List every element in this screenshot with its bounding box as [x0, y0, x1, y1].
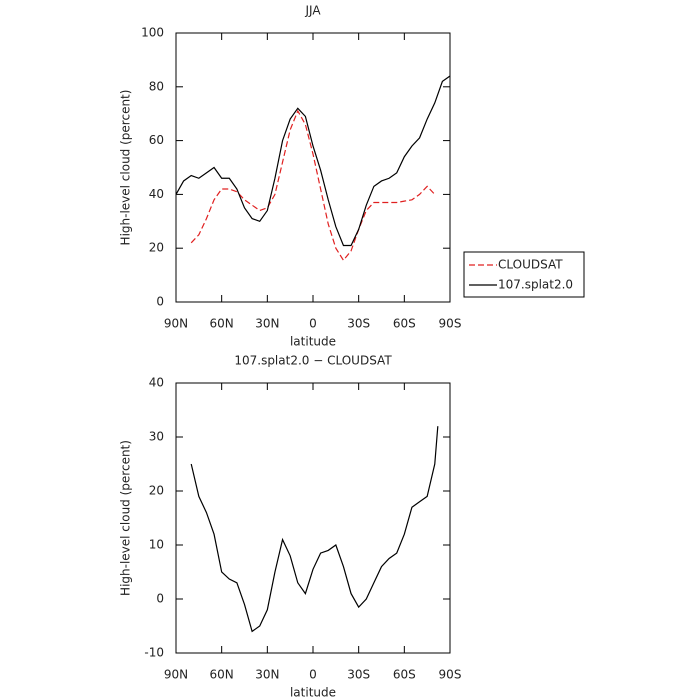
x-tick-label: 90S: [439, 668, 462, 682]
x-tick-label: 30S: [347, 668, 370, 682]
y-tick-label: 0: [156, 295, 164, 309]
x-tick-label: 90S: [439, 317, 462, 331]
y-tick-label: 20: [149, 484, 164, 498]
line-series: [190, 109, 436, 262]
x-tick-label: 0: [309, 668, 317, 682]
x-tick-label: 60S: [393, 668, 416, 682]
y-tick-label: 40: [149, 187, 164, 201]
legend-label: 107.splat2.0: [498, 278, 573, 292]
x-tick-label: 30S: [347, 317, 370, 331]
x-tick-label: 60N: [210, 668, 234, 682]
x-tick-label: 90N: [164, 317, 188, 331]
y-axis-label: High-level cloud (percent): [119, 90, 133, 246]
y-axis-label: High-level cloud (percent): [119, 440, 133, 596]
y-tick-label: -10: [144, 646, 164, 660]
y-tick-label: 80: [149, 79, 164, 93]
y-tick-label: 40: [149, 376, 164, 390]
y-tick-label: 100: [141, 26, 164, 40]
x-tick-label: 60S: [393, 317, 416, 331]
legend-box: [463, 251, 585, 298]
x-tick-label: 30N: [255, 317, 279, 331]
y-tick-label: 20: [149, 241, 164, 255]
x-tick-label: 60N: [210, 317, 234, 331]
x-tick-label: 90N: [164, 668, 188, 682]
chart-title: 107.splat2.0 − CLOUDSAT: [234, 354, 392, 368]
y-tick-label: 60: [149, 133, 164, 147]
y-tick-label: 30: [149, 430, 164, 444]
line-series: [190, 426, 439, 633]
x-axis-label: latitude: [290, 335, 336, 349]
x-axis-label: latitude: [290, 686, 336, 700]
x-tick-label: 30N: [255, 668, 279, 682]
legend-label: CLOUDSAT: [498, 258, 563, 272]
line-series: [175, 75, 451, 247]
y-tick-label: 10: [149, 538, 164, 552]
plot-frame: [175, 32, 451, 303]
x-tick-label: 0: [309, 317, 317, 331]
y-tick-label: 0: [156, 592, 164, 606]
chart-title: JJA: [304, 4, 321, 18]
